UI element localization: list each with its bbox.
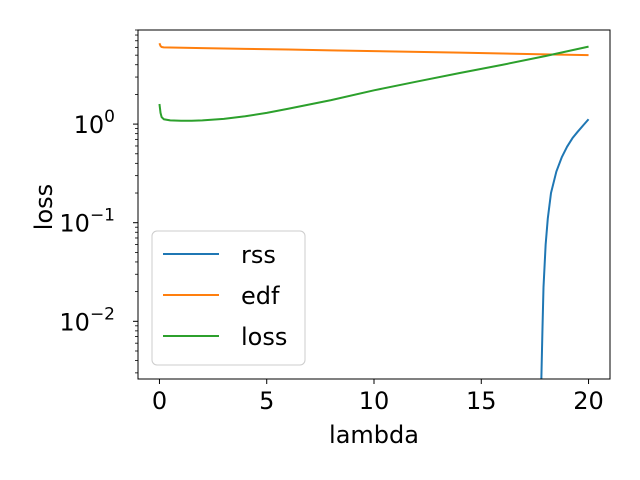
y-axis: 10−2 10−1 100 (59, 29, 138, 374)
y-tick-label: 100 (74, 107, 115, 139)
legend-box (151, 230, 306, 366)
y-tick-label: 10−2 (59, 304, 115, 336)
series-layer (158, 42, 590, 379)
x-tick-label: 5 (259, 387, 274, 415)
y-axis-title: loss (30, 184, 58, 230)
x-axis: 0 5 10 15 20 (152, 379, 604, 415)
series-line-rss (540, 118, 590, 379)
series-line-edf (158, 42, 589, 57)
x-tick-label: 15 (466, 387, 497, 415)
legend-label-loss: loss (241, 323, 287, 351)
legend-label-rss: rss (241, 241, 276, 269)
legend: rss edf loss (151, 230, 306, 366)
legend-label-edf: edf (241, 282, 280, 310)
y-tick-label: 10−1 (59, 206, 115, 238)
x-tick-label: 20 (573, 387, 604, 415)
x-tick-label: 0 (152, 387, 167, 415)
series-line-loss (158, 45, 589, 122)
x-axis-title: lambda (329, 421, 419, 449)
x-tick-label: 10 (359, 387, 390, 415)
